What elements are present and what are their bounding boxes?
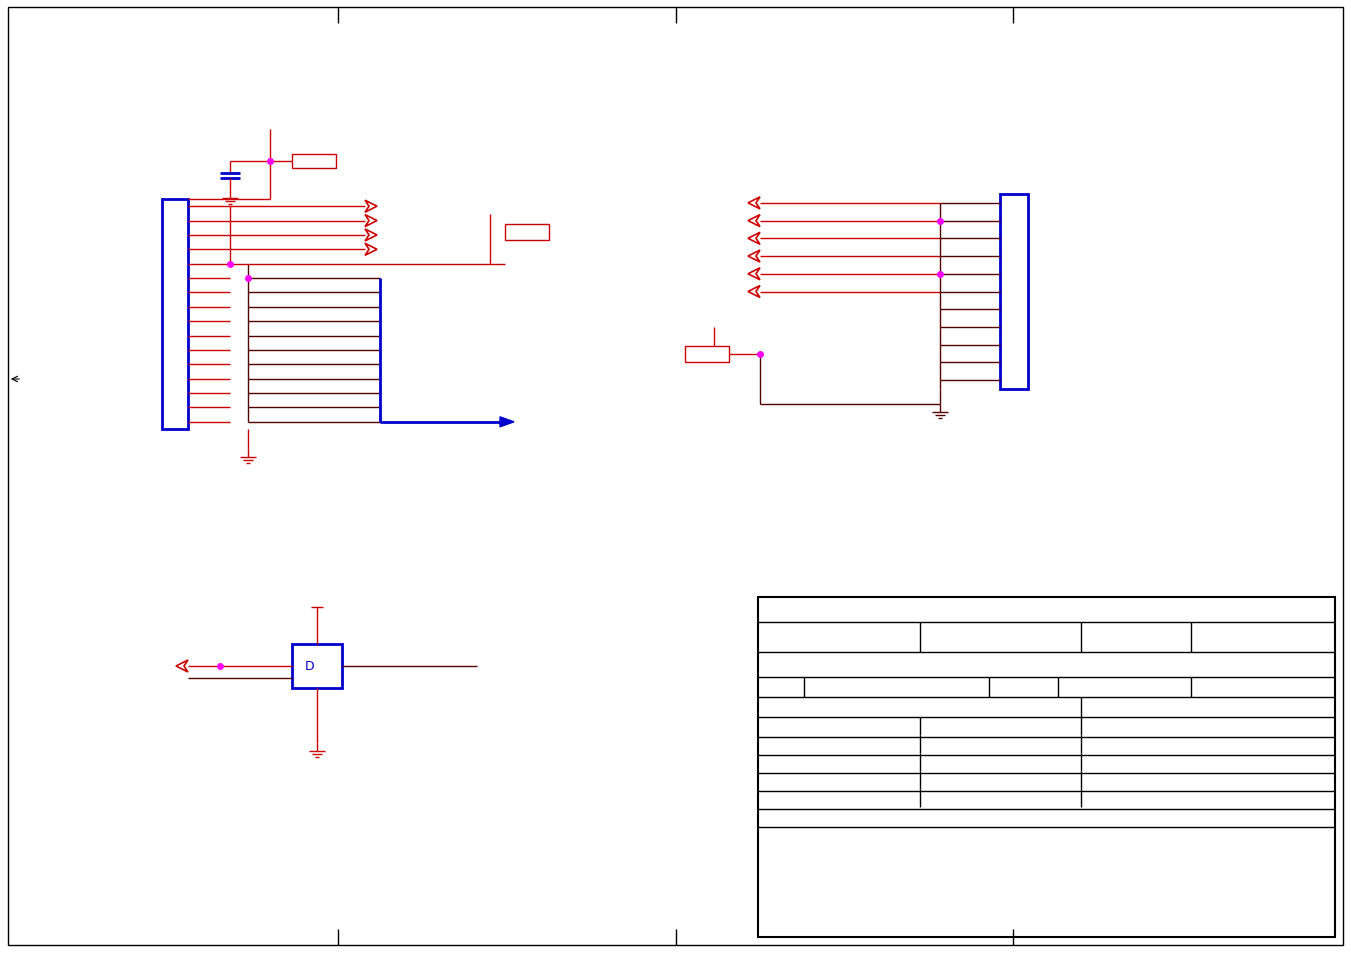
Bar (162, 200, 188, 430)
Bar (758, 598, 1335, 937)
Text: D: D (305, 659, 315, 673)
Bar (685, 347, 730, 363)
Polygon shape (500, 417, 513, 427)
Bar (292, 644, 342, 688)
Bar (1000, 194, 1028, 390)
Bar (505, 225, 549, 241)
Bar (292, 154, 336, 169)
